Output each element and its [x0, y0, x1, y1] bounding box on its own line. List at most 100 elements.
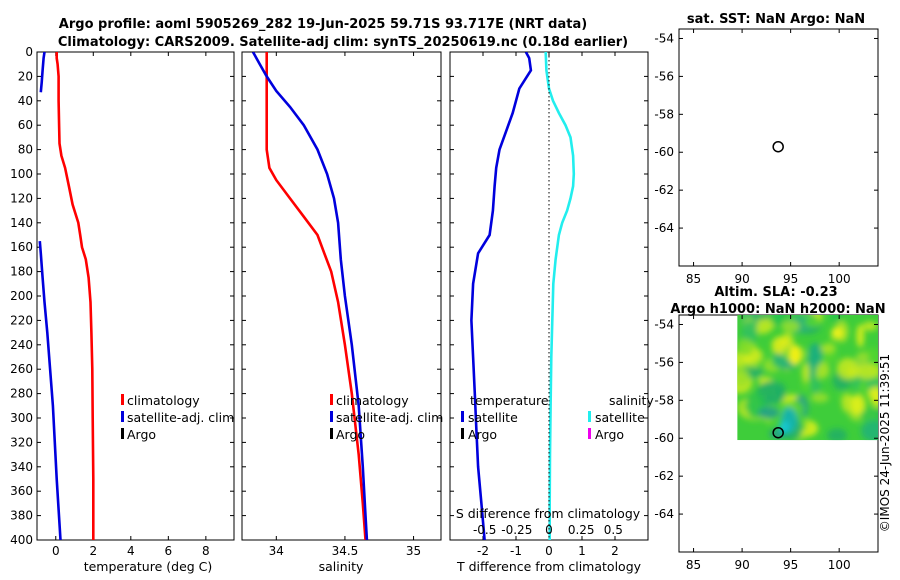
- legend-swatch: [588, 411, 591, 422]
- y-tick-label: 280: [10, 387, 33, 401]
- legend-label: satellite: [468, 410, 518, 425]
- y-tick-label: 20: [18, 69, 33, 83]
- y-tick-label: -64: [654, 507, 674, 521]
- x-tick-label: 85: [686, 272, 701, 286]
- y-tick-label: -54: [654, 317, 674, 331]
- sst-map-panel: 85 90 95 100 -54 -56 -58 -60 -62 -64: [654, 28, 879, 286]
- difference-top-axis-label: S difference from climatology: [456, 506, 641, 521]
- legend-label: satellite-adj. clim: [336, 410, 443, 425]
- series-line-climatology: [55, 52, 95, 540]
- y-tick-label: 120: [10, 191, 33, 205]
- x-tick-label: -2: [477, 544, 489, 558]
- x-tick-label: 1: [578, 544, 586, 558]
- legend-swatch: [330, 411, 333, 422]
- x-tick-label: 2: [89, 544, 97, 558]
- salinity-panel: 34 34.5 35 climatology satellite-adj. clim Ar…: [241, 51, 443, 558]
- top-tick-label: -0.5: [473, 523, 496, 537]
- temperature-xlabel: temperature (deg C): [84, 559, 213, 574]
- y-tick-label: -60: [654, 431, 674, 445]
- x-tick-label: 8: [202, 544, 210, 558]
- heatmap-cell: [737, 368, 750, 387]
- heatmap-cell: [855, 351, 869, 365]
- y-tick-label: 300: [10, 411, 33, 425]
- x-tick-label: 100: [828, 272, 851, 286]
- sla-map-title-line1: Altim. SLA: -0.23: [714, 285, 837, 300]
- legend-label: climatology: [127, 393, 200, 408]
- heatmap-cell: [804, 316, 822, 327]
- heatmap-cell: [862, 321, 878, 331]
- y-tick-label: 400: [10, 533, 33, 547]
- series-line-satellite-adj-clim: [39, 52, 46, 93]
- x-tick-label: 6: [165, 544, 173, 558]
- legend-swatch: [121, 428, 124, 439]
- legend-label: satellite: [595, 410, 645, 425]
- heatmap-cell: [808, 343, 823, 367]
- sla-heatmap-field: [737, 315, 878, 441]
- legend-swatch: [461, 411, 464, 422]
- argo-position-marker: [772, 140, 784, 153]
- y-tick-label: -62: [654, 183, 674, 197]
- top-tick-label: -0.25: [501, 523, 532, 537]
- legend-label: salinity: [609, 393, 654, 408]
- x-tick-label: 85: [686, 558, 701, 572]
- legend-swatch: [121, 394, 124, 405]
- legend-swatch: [330, 428, 333, 439]
- heatmap-cell: [781, 320, 800, 333]
- figure-title-line1: Argo profile: aoml 5905269_282 19-Jun-20…: [59, 17, 587, 32]
- plot-frame: [36, 51, 235, 541]
- figure-title-line2: Climatology: CARS2009. Satellite-adj cli…: [58, 35, 628, 50]
- y-tick-label: 180: [10, 265, 33, 279]
- sla-map-panel: 85 90 95 100 -54 -56 -58 -60 -62 -64: [654, 314, 879, 572]
- series-line-climatology: [265, 52, 367, 540]
- x-tick-label: 0: [545, 544, 553, 558]
- y-tick-label: 380: [10, 509, 33, 523]
- y-tick-label: -64: [654, 221, 674, 235]
- legend-swatch: [121, 411, 124, 422]
- heatmap-cell: [801, 362, 810, 382]
- plot-frame: [241, 51, 442, 541]
- heatmap-cell: [836, 357, 859, 380]
- legend-label: Argo: [336, 427, 365, 442]
- x-tick-label: 95: [783, 558, 798, 572]
- y-tick-label: -56: [654, 69, 674, 83]
- y-tick-label: 340: [10, 460, 33, 474]
- x-tick-label: 4: [127, 544, 135, 558]
- y-tick-label: 160: [10, 240, 33, 254]
- heatmap-cell: [859, 408, 878, 422]
- y-tick-label: 220: [10, 313, 33, 327]
- legend-swatch: [588, 428, 591, 439]
- argo-position-marker: [772, 426, 784, 439]
- x-tick-label: 90: [734, 558, 749, 572]
- heatmap-cell: [830, 315, 844, 322]
- difference-xlabel: T difference from climatology: [456, 559, 642, 574]
- sst-map-title: sat. SST: NaN Argo: NaN: [687, 12, 865, 27]
- y-tick-label: 140: [10, 216, 33, 230]
- salinity-xlabel: salinity: [319, 559, 364, 574]
- heatmap-cell: [856, 324, 865, 348]
- series-line-satellite-adj-clim: [251, 52, 369, 540]
- heatmap-cell: [779, 421, 790, 433]
- legend-swatch: [330, 394, 333, 405]
- heatmap-cell: [757, 406, 780, 419]
- heatmap-cell: [750, 315, 771, 320]
- y-tick-label: 0: [25, 45, 33, 59]
- heatmap-cell: [810, 378, 821, 394]
- series-line-satellite-adj-clim: [38, 240, 62, 540]
- y-tick-label: 360: [10, 484, 33, 498]
- heatmap-cell: [868, 386, 878, 400]
- y-tick-label: -56: [654, 355, 674, 369]
- legend-label: Argo: [127, 427, 156, 442]
- x-tick-label: 34: [269, 544, 284, 558]
- x-tick-label: -1: [510, 544, 522, 558]
- heatmap-cell: [854, 363, 878, 380]
- legend-label: temperature: [470, 393, 549, 408]
- x-tick-label: 0: [52, 544, 60, 558]
- x-tick-label: 35: [406, 544, 421, 558]
- heatmap-cell: [826, 428, 848, 441]
- y-tick-label: -62: [654, 469, 674, 483]
- y-tick-label: -54: [654, 31, 674, 45]
- x-tick-label: 2: [611, 544, 619, 558]
- heatmap-cell: [789, 345, 802, 365]
- y-tick-label: 40: [18, 94, 33, 108]
- temperature-panel: 0 2 4 6 802040608010012014016018020022024026…: [10, 45, 235, 558]
